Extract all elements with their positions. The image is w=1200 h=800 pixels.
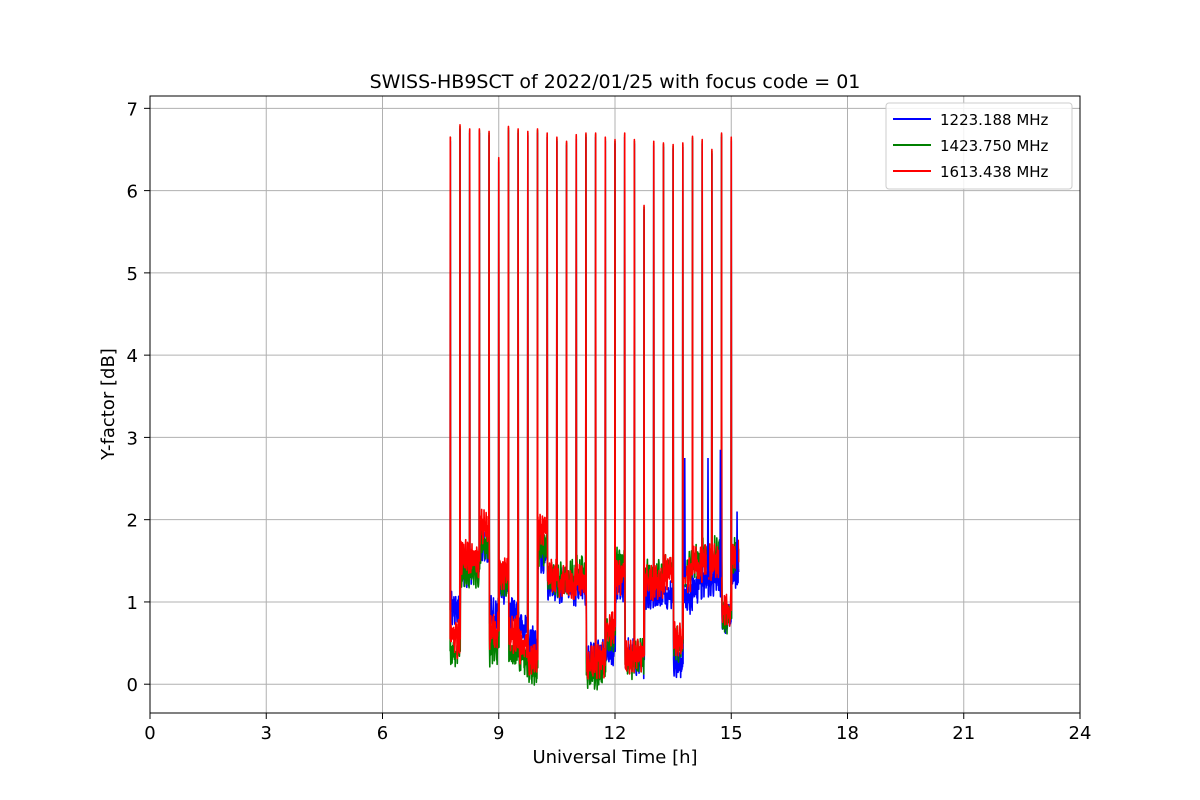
legend-label-1423: 1423.750 MHz: [940, 137, 1049, 155]
legend-label-1613: 1613.438 MHz: [940, 163, 1049, 181]
blue-spike: [706, 457, 710, 578]
x-tick-label: 15: [720, 723, 743, 744]
y-tick-label: 1: [127, 593, 138, 614]
y-tick-label: 6: [127, 182, 138, 203]
x-tick-label: 18: [836, 723, 859, 744]
series-line-2: [449, 123, 740, 680]
x-tick-label: 0: [144, 723, 155, 744]
legend-label-1223: 1223.188 MHz: [940, 111, 1049, 129]
legend: 1223.188 MHz 1423.750 MHz 1613.438 MHz: [885, 102, 1073, 190]
chart-title: SWISS-HB9SCT of 2022/01/25 with focus co…: [370, 71, 861, 93]
legend-box: [885, 102, 1073, 190]
y-tick-label: 7: [127, 99, 138, 120]
y-tick-label: 5: [127, 264, 138, 285]
x-tick-label: 6: [377, 723, 388, 744]
y-axis-label: Y-factor [dB]: [98, 348, 119, 461]
blue-spike: [735, 511, 739, 578]
x-tick-label: 9: [493, 723, 504, 744]
x-tick-label: 3: [261, 723, 272, 744]
x-tick-label: 21: [952, 723, 975, 744]
x-tick-label: 24: [1069, 723, 1092, 744]
blue-spike: [719, 449, 722, 578]
y-tick-label: 2: [127, 511, 138, 532]
y-tick-label: 3: [127, 428, 138, 449]
series-lines: [449, 123, 740, 691]
y-tick-label: 0: [127, 675, 138, 696]
y-tick-label: 4: [127, 346, 138, 367]
x-tick-label: 12: [604, 723, 627, 744]
x-axis-label: Universal Time [h]: [532, 747, 697, 768]
blue-spike: [683, 457, 686, 578]
